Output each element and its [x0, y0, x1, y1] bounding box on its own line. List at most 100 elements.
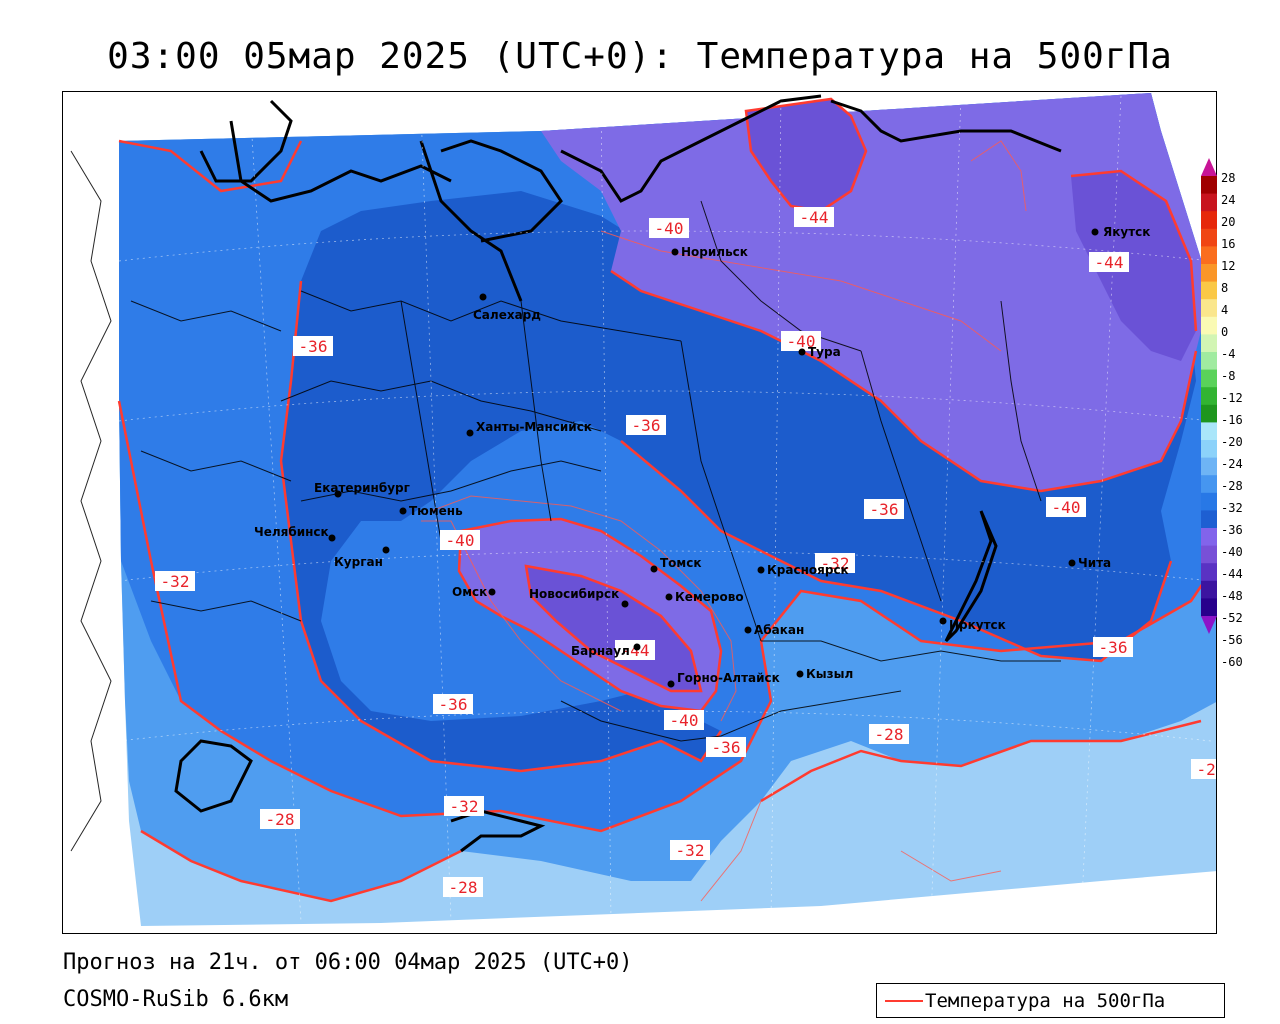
svg-text:-36: -36 — [299, 337, 328, 356]
iso-label-40-tura: -40 — [781, 331, 821, 351]
svg-text:-28: -28 — [875, 725, 904, 744]
svg-text:-36: -36 — [1099, 638, 1128, 657]
iso-label-36-east: -36 — [864, 499, 904, 519]
iso-label-40-omsk: -40 — [440, 530, 480, 550]
isoline-minus-32 — [117, 139, 1216, 833]
colorbar-swatch — [1201, 352, 1217, 371]
svg-text:-40: -40 — [446, 531, 475, 550]
iso-label-36-west: -36 — [293, 336, 333, 356]
city-dot — [621, 600, 629, 608]
colorbar-swatch — [1201, 440, 1217, 459]
colorbar-tick-label: 20 — [1221, 215, 1236, 229]
city-label: Ханты-Мансийск — [476, 420, 592, 434]
iso-label-28-south: -28 — [443, 877, 483, 897]
iso-label-32-south: -32 — [670, 840, 710, 860]
colorbar-swatch — [1201, 228, 1217, 247]
city-label: Омск — [452, 585, 487, 599]
colorbar-tick-label: 0 — [1221, 325, 1229, 339]
colorbar-swatch — [1201, 334, 1217, 353]
colorbar-tick-label: -12 — [1221, 391, 1243, 405]
city-dot — [328, 534, 336, 542]
svg-text:-40: -40 — [655, 219, 684, 238]
iso-label-32-krasnoyarsk: -32 — [815, 553, 855, 573]
colorbar — [1201, 158, 1217, 634]
colorbar-swatch — [1201, 264, 1217, 283]
city-label: Тюмень — [409, 504, 463, 518]
city-dot — [744, 626, 752, 634]
colorbar-tick-label: -24 — [1221, 457, 1243, 471]
city-dot — [399, 507, 407, 515]
city-dot — [939, 617, 947, 625]
isoline-minus-28 — [140, 719, 1202, 903]
svg-text:-36: -36 — [632, 416, 661, 435]
svg-text:-28: -28 — [449, 878, 478, 897]
iso-label-44-barnaul: -44 — [615, 640, 655, 660]
city-dot — [466, 429, 474, 437]
colorbar-tick-label: -32 — [1221, 501, 1243, 515]
svg-text:-32: -32 — [450, 797, 479, 816]
iso-label-44-yakutsk: -44 — [1089, 252, 1129, 272]
svg-text:-36: -36 — [712, 738, 741, 757]
colorbar-tick-label: 12 — [1221, 259, 1236, 273]
city-label: Горно-Алтайск — [677, 671, 780, 685]
city-dot — [650, 565, 658, 573]
city-dot — [334, 490, 342, 498]
svg-text:-36: -36 — [439, 695, 468, 714]
colorbar-swatch — [1201, 369, 1217, 388]
legend: Температура на 500гПа — [876, 983, 1225, 1018]
colorbar-tick-label: -48 — [1221, 589, 1243, 603]
iso-label-36-irkutsk: -36 — [1093, 637, 1133, 657]
city-dot — [382, 546, 390, 554]
iso-label-32-kazakh: -32 — [444, 796, 484, 816]
band-minus-48-central — [526, 566, 701, 691]
city-label: Томск — [660, 556, 702, 570]
svg-text:-36: -36 — [870, 500, 899, 519]
city-dot — [488, 588, 496, 596]
city-label: Абакан — [754, 623, 804, 637]
colorbar-tick-label: -4 — [1221, 347, 1236, 361]
colorbar-swatch — [1201, 457, 1217, 476]
svg-text:-32: -32 — [161, 572, 190, 591]
city-label: Екатеринбург — [314, 481, 410, 495]
forecast-info: Прогноз на 21ч. от 06:00 04мар 2025 (UTC… — [63, 950, 633, 975]
isoline-thin — [421, 140, 1027, 902]
city-dot — [667, 680, 675, 688]
city-label: Красноярск — [767, 563, 849, 577]
admin-borders — [70, 150, 1061, 852]
isoline-labels: -40-44-44-36 -40-36-36 -40-40-32-32-44 -36-… — [155, 207, 1216, 897]
model-name: COSMO-RuSib 6.6км — [63, 987, 289, 1012]
city-dot — [665, 593, 673, 601]
city-dot — [1091, 228, 1099, 236]
iso-label-28-east: -28 — [869, 724, 909, 744]
colorbar-swatch — [1201, 492, 1217, 511]
city-markers: Якутск Норильск Салехард Тура Ханты-Мансийск… — [254, 225, 1150, 688]
colorbar-tick-label: -20 — [1221, 435, 1243, 449]
colorbar-tick-label: -44 — [1221, 567, 1243, 581]
colorbar-swatch — [1201, 563, 1217, 582]
iso-label-40-north: -40 — [649, 218, 689, 238]
colorbar-swatch — [1201, 316, 1217, 335]
city-label: Норильск — [681, 245, 748, 259]
iso-label-36-south: -36 — [433, 694, 473, 714]
colorbar-swatch — [1201, 475, 1217, 494]
colorbar-swatch — [1201, 281, 1217, 300]
svg-text:-32: -32 — [676, 841, 705, 860]
band-minus-48-yakutsk — [1071, 171, 1196, 361]
colorbar-arrow-bottom — [1201, 616, 1217, 634]
svg-text:-40: -40 — [787, 332, 816, 351]
iso-label-28-sw: -28 — [260, 809, 300, 829]
colorbar-tick-label: -16 — [1221, 413, 1243, 427]
colorbar-swatch — [1201, 545, 1217, 564]
colorbar-swatch — [1201, 193, 1217, 212]
map-title: 03:00 05мар 2025 (UTC+0): Температура на… — [107, 36, 1173, 77]
city-label: Якутск — [1103, 225, 1150, 239]
colorbar-tick-label: 28 — [1221, 171, 1236, 185]
city-dot — [671, 248, 679, 256]
band-minus-44-north — [541, 93, 1211, 491]
city-dot — [479, 293, 487, 301]
svg-text:-44: -44 — [800, 208, 829, 227]
city-label: Барнаул — [571, 644, 630, 658]
colorbar-tick-label: -56 — [1221, 633, 1243, 647]
iso-label-28-edge: -28 — [1191, 759, 1216, 779]
colorbar-swatch — [1201, 246, 1217, 265]
